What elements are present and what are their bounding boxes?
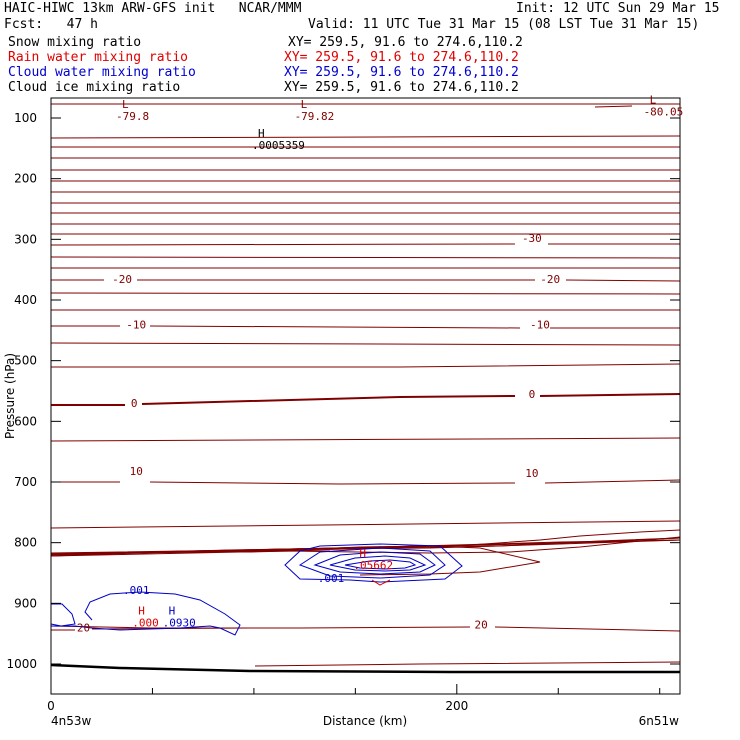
cloud-water-contour bbox=[50, 603, 76, 627]
header-line-2-right: Valid: 11 UTC Tue 31 Mar 15 (08 LST Tue … bbox=[308, 17, 700, 32]
isotherm-label: -20 bbox=[540, 273, 560, 286]
header-line-2-left: Fcst: 47 h bbox=[4, 17, 98, 32]
y-tick-label: 400 bbox=[14, 293, 37, 307]
isotherm-label: -20 bbox=[112, 273, 132, 286]
plot-border bbox=[50, 97, 681, 695]
isotherm-line bbox=[254, 661, 681, 667]
isotherm-line bbox=[594, 105, 633, 108]
isotherm-label: 0 bbox=[529, 388, 536, 401]
isotherm-lines bbox=[50, 103, 681, 667]
cloud-water-contour bbox=[298, 547, 446, 579]
isotherm-line bbox=[50, 437, 681, 442]
extremum-value: -80.05 bbox=[644, 106, 684, 119]
isotherm-line bbox=[50, 520, 681, 529]
x-tick-label: 0 bbox=[47, 699, 55, 713]
field-snow-name: Snow mixing ratio bbox=[8, 35, 142, 50]
field-cloud-ice-name: Cloud ice mixing ratio bbox=[8, 80, 181, 95]
field-rain-xy: XY= 259.5, 91.6 to 274.6,110.2 bbox=[284, 50, 519, 65]
isotherm-label: 20 bbox=[475, 619, 488, 632]
isotherm-line bbox=[50, 135, 681, 139]
rain-contour bbox=[371, 579, 391, 586]
field-cloud-water-xy: XY= 259.5, 91.6 to 274.6,110.2 bbox=[284, 65, 519, 80]
extremum-value: -79.82 bbox=[295, 110, 335, 123]
cloud-water-contour bbox=[313, 551, 436, 575]
extremum-value: .0930 bbox=[163, 617, 196, 630]
field-cloud-ice-xy: XY= 259.5, 91.6 to 274.6,110.2 bbox=[284, 80, 519, 95]
terrain-line bbox=[50, 663, 680, 674]
x-axis-title: Distance (km) bbox=[323, 714, 407, 728]
isotherm-line bbox=[50, 243, 680, 246]
right-endpoint-label: 6n51w bbox=[639, 714, 680, 728]
header-line-1-right: Init: 12 UTC Sun 29 Mar 15 bbox=[516, 1, 720, 16]
isotherm-line bbox=[51, 479, 681, 485]
extremum-marker: L bbox=[301, 98, 308, 111]
isotherm-label: 20 bbox=[77, 622, 90, 635]
field-snow-xy: XY= 259.5, 91.6 to 274.6,110.2 bbox=[288, 35, 523, 50]
extremum-marker: H bbox=[359, 547, 366, 560]
isotherm-line bbox=[51, 325, 680, 329]
x-axis: 0 200 bbox=[47, 684, 661, 713]
isotherm-line bbox=[50, 342, 681, 346]
cloud-water-contour bbox=[51, 591, 241, 636]
x-tick-label: 200 bbox=[445, 699, 468, 713]
y-tick-label: 900 bbox=[14, 596, 37, 610]
left-endpoint-label: 4n53w bbox=[51, 714, 92, 728]
y-tick-label: 300 bbox=[14, 232, 37, 246]
isotherm-line bbox=[50, 292, 681, 295]
isotherm-line bbox=[50, 256, 681, 259]
isotherm-line bbox=[51, 279, 681, 282]
extremum-marker: L bbox=[122, 98, 129, 111]
extremum-marker: L bbox=[650, 94, 657, 107]
extremum-value: .0005359 bbox=[252, 139, 305, 152]
cloud-water-contour bbox=[284, 543, 463, 583]
y-tick-label: 200 bbox=[14, 172, 37, 186]
y-tick-label: 600 bbox=[14, 414, 37, 428]
y-tick-label: 800 bbox=[14, 536, 37, 550]
isotherm-label: -10 bbox=[126, 318, 146, 331]
isotherm-label: -10 bbox=[530, 318, 550, 331]
cloud-water-contour bbox=[344, 559, 417, 570]
isotherm-label: 10 bbox=[525, 467, 538, 480]
field-rain-name: Rain water mixing ratio bbox=[8, 50, 189, 65]
y-tick-label: 500 bbox=[14, 354, 37, 368]
y-tick-label: 700 bbox=[14, 475, 37, 489]
header-line-1-left: HAIC-HIWC 13km ARW-GFS init NCAR/MMM bbox=[4, 1, 302, 16]
isotherm-label: 0 bbox=[131, 397, 138, 410]
cloud-water-label: .001 bbox=[123, 584, 150, 597]
cloud-water-contours bbox=[50, 543, 463, 636]
extremum-value: .05662 bbox=[353, 559, 393, 572]
y-tick-label: 100 bbox=[14, 111, 37, 125]
field-cloud-water-name: Cloud water mixing ratio bbox=[8, 65, 196, 80]
rain-contours bbox=[371, 579, 391, 586]
terrain-profile bbox=[50, 663, 680, 674]
extremum-marker: H bbox=[258, 127, 265, 140]
isotherm-line bbox=[51, 363, 681, 368]
extremum-marker: H bbox=[169, 605, 176, 618]
extremum-marker: H bbox=[138, 605, 145, 618]
cloud-water-contour bbox=[329, 555, 427, 572]
extremum-value: -79.8 bbox=[116, 110, 149, 123]
isotherm-label: 10 bbox=[130, 465, 143, 478]
isotherm-line bbox=[51, 393, 681, 406]
y-axis-title: Pressure (hPa) bbox=[3, 353, 17, 439]
extremum-value: .000 bbox=[132, 617, 159, 630]
y-tick-label: 1000 bbox=[6, 657, 37, 671]
plot-frame bbox=[50, 97, 681, 695]
cloud-water-label: .001 bbox=[318, 572, 345, 585]
isotherm-label: -30 bbox=[522, 232, 542, 245]
